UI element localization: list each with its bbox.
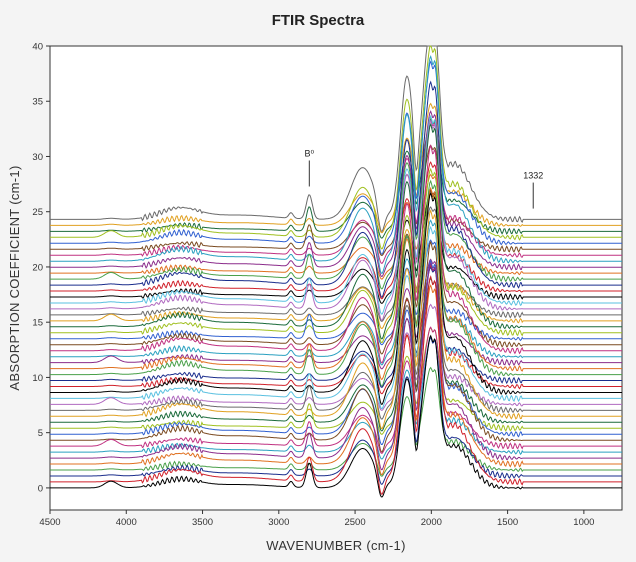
spectrum-series (50, 45, 622, 250)
spectrum-series (50, 206, 622, 322)
annotation-layer: B⁰ 1332 (304, 148, 543, 209)
x-tick-label: 2500 (344, 517, 365, 528)
y-axis-label: ABSORPTION COEFFICIENT (cm-1) (7, 165, 22, 390)
spectrum-series (50, 114, 622, 315)
y-tick-label: 5 (38, 428, 43, 439)
x-tick-label: 1000 (573, 517, 594, 528)
spectrum-series (50, 122, 622, 340)
spectrum-series (50, 45, 622, 232)
spectrum-series (50, 366, 622, 477)
y-tick-label: 20 (32, 262, 43, 273)
spectrum-series (50, 284, 622, 476)
spectrum-series (50, 54, 622, 274)
spectrum-series (50, 80, 622, 298)
spectrum-series (50, 336, 622, 460)
spectrum-series (50, 261, 622, 471)
x-axis: 4500 4000 3500 3000 2500 2000 1500 1000 (39, 510, 594, 528)
spectrum-series (50, 191, 622, 405)
spectrum-series (50, 259, 622, 445)
spectrum-series (50, 144, 622, 256)
spectrum-series (50, 144, 622, 364)
spectrum-series (50, 167, 622, 343)
spectrum-series (50, 119, 622, 264)
spectrum-series (50, 119, 622, 321)
y-tick-label: 10 (32, 373, 43, 384)
spectrum-series (50, 115, 622, 290)
x-tick-label: 4000 (116, 517, 137, 528)
spectrum-series (50, 275, 622, 495)
x-tick-label: 4500 (39, 517, 60, 528)
spectrum-series (50, 192, 622, 329)
y-axis: 0 5 10 15 20 25 30 35 40 (32, 42, 50, 494)
spectrum-series (50, 189, 622, 355)
spectrum-series (50, 118, 622, 239)
y-tick-label: 35 (32, 97, 43, 108)
spectrum-series (50, 264, 622, 395)
spectrum-series (50, 262, 622, 420)
spectrum-series (50, 336, 622, 485)
spectrum-series (50, 277, 622, 432)
y-tick-label: 40 (32, 42, 43, 53)
spectrum-series (50, 326, 622, 435)
spectrum-series (50, 102, 622, 234)
spectrum-series (50, 258, 622, 370)
series-layer (50, 45, 622, 498)
spectrum-series (50, 173, 622, 280)
spectrum-series (50, 225, 622, 410)
spectrum-series (50, 179, 622, 387)
spectrum-series (50, 334, 622, 498)
x-tick-label: 3500 (192, 517, 213, 528)
annotation-label: B⁰ (304, 148, 314, 158)
x-tick-label: 2000 (421, 517, 442, 528)
x-tick-label: 3000 (268, 517, 289, 528)
chart-title: FTIR Spectra (272, 12, 365, 29)
plot-area: B⁰ 1332 (49, 45, 623, 511)
spectrum-series (50, 326, 622, 454)
annotation-label: 1332 (523, 171, 543, 181)
x-axis-label: WAVENUMBER (cm-1) (266, 538, 405, 553)
y-tick-label: 25 (32, 207, 43, 218)
spectrum-series (50, 240, 622, 453)
spectrum-series (50, 186, 622, 380)
spectrum-series (50, 266, 622, 388)
spectrum-series (50, 239, 622, 346)
y-tick-label: 0 (38, 483, 43, 494)
spectrum-series (50, 303, 622, 411)
spectrum-series (50, 60, 622, 255)
y-tick-label: 30 (32, 152, 43, 163)
x-tick-label: 1500 (497, 517, 518, 528)
spectrum-series (50, 189, 622, 304)
y-tick-label: 15 (32, 318, 43, 329)
spectrum-series (50, 110, 622, 277)
spectrum-series (50, 161, 622, 300)
spectrum-series (50, 219, 622, 366)
spectrum-series (50, 209, 622, 429)
